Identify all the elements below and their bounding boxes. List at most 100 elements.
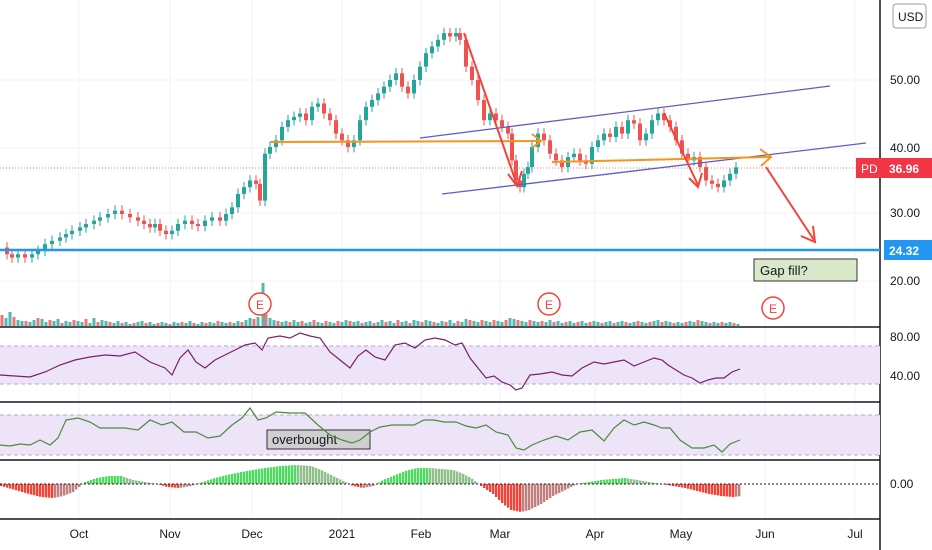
macd-bar: [201, 482, 204, 484]
candle-body: [258, 183, 262, 201]
breakdown-line[interactable]: [551, 156, 771, 163]
volume-bar: [124, 322, 128, 326]
macd-bar: [417, 468, 420, 484]
candle-body: [334, 120, 338, 134]
macd-bar: [654, 483, 657, 484]
macd-bar: [120, 476, 123, 484]
channel-lower[interactable]: [441, 142, 867, 195]
macd-bar: [90, 480, 93, 484]
volume-bar: [384, 322, 388, 326]
volume-bar: [436, 323, 440, 326]
volume-bar: [256, 317, 260, 326]
volume-bar: [168, 324, 172, 326]
macd-bar: [399, 473, 402, 484]
volume-bar: [636, 321, 640, 326]
volume-bar: [128, 324, 132, 326]
macd-bar: [555, 484, 558, 495]
macd-bar: [186, 484, 189, 487]
candle-body: [164, 230, 168, 235]
resistance-line[interactable]: [269, 140, 541, 143]
macd-bar: [642, 481, 645, 484]
macd-bar: [429, 468, 432, 484]
candle-body: [510, 133, 514, 161]
price-axis[interactable]: USD 50.00 40.00 30.00 20.00 PD 36.96 24.…: [856, 3, 932, 491]
macd-bar: [495, 484, 498, 497]
volume-bar: [236, 321, 240, 326]
macd-bar: [729, 484, 732, 497]
candle-body: [716, 183, 720, 188]
volume-bar: [100, 320, 104, 326]
candle-body: [476, 80, 480, 101]
overbought-callout[interactable]: overbought: [266, 429, 371, 450]
macd-bar: [687, 484, 690, 489]
macd-bar: [717, 484, 720, 496]
candle-body: [16, 254, 20, 258]
earnings-marker[interactable]: E: [248, 292, 272, 316]
volume-bar: [24, 321, 28, 326]
macd-bar: [441, 469, 444, 484]
volume-bar: [532, 321, 536, 326]
time-axis[interactable]: Oct Nov Dec 2021 Feb Mar Apr May Jun Jul: [70, 527, 863, 541]
volume-bar: [564, 322, 568, 326]
volume-bar: [36, 318, 40, 326]
macd-bar: [726, 484, 729, 497]
volume-bar: [600, 323, 604, 326]
volume-bar: [644, 323, 648, 326]
macd-bar: [486, 484, 489, 490]
volume-bar: [120, 323, 124, 326]
candle-body: [274, 140, 278, 147]
macd-bar: [189, 484, 192, 487]
macd-bar: [480, 484, 483, 486]
macd-bar: [450, 469, 453, 484]
macd-bar: [378, 482, 381, 484]
volume-bar: [56, 319, 60, 326]
macd-bar: [381, 480, 384, 484]
macd-bar: [324, 472, 327, 484]
volume-bar: [252, 319, 256, 326]
volume-bar: [440, 321, 444, 326]
macd-bar: [594, 481, 597, 484]
macd-bar: [510, 484, 513, 510]
candle-body: [263, 153, 267, 201]
macd-bar: [633, 479, 636, 484]
candle-body: [518, 180, 522, 188]
candle-body: [418, 66, 422, 80]
candle-body: [224, 214, 228, 221]
volume-bar: [556, 321, 560, 326]
earnings-marker[interactable]: E: [761, 296, 785, 320]
volume-bar: [144, 323, 148, 326]
candle-body: [128, 214, 132, 218]
macd-bar: [330, 475, 333, 484]
volume-bar: [416, 321, 420, 326]
macd-bar: [339, 479, 342, 484]
candle-body: [10, 254, 14, 258]
macd-bar: [84, 482, 87, 484]
earnings-marker[interactable]: E: [537, 292, 561, 316]
channel-upper[interactable]: [419, 85, 831, 139]
volume-bar: [204, 323, 208, 326]
macd-bar: [144, 482, 147, 484]
volume-bar: [200, 322, 204, 326]
candle-body: [482, 100, 486, 121]
macd-bar: [573, 484, 576, 486]
symbol-tag-bg: [856, 158, 884, 178]
macd-bar: [216, 477, 219, 484]
volume-bar: [224, 323, 228, 326]
gap-fill-callout[interactable]: Gap fill?: [753, 258, 858, 282]
macd-bar: [48, 484, 51, 498]
macd-bar: [135, 480, 138, 484]
volume-bar: [316, 322, 320, 326]
volume-bar: [156, 323, 160, 326]
macd-bar: [342, 481, 345, 484]
volume-bar: [324, 321, 328, 326]
move-arrows[interactable]: [463, 32, 817, 244]
macd-bar: [351, 484, 354, 486]
candle-body: [113, 210, 117, 214]
macd-bar: [516, 484, 519, 512]
x-tick: May: [670, 527, 693, 541]
candle-body: [230, 207, 234, 214]
macd-bar: [582, 483, 585, 484]
candle-body: [84, 224, 88, 228]
volume-bar: [72, 320, 76, 326]
